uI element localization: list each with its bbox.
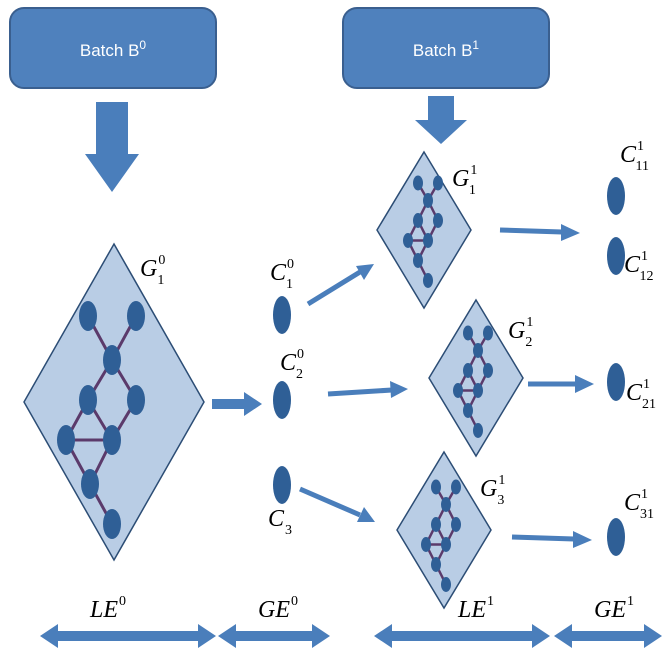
label-c31-1: C1 31 [624,487,654,522]
cluster-node-c2-0 [273,381,291,419]
graph-structure-g3-1 [421,479,461,592]
svg-text:Batch B0: Batch B0 [80,38,147,60]
label-c2-0: C0 2 [280,347,304,382]
graph-diamond-g1-0 [23,242,205,562]
graph-structure-g1-1 [403,175,443,288]
batch-0-label: Batch B [80,41,140,60]
graph-diamond-g2-1 [428,298,524,458]
cluster-node-c1-0 [273,296,291,334]
graph-structure-g1-0 [57,301,145,539]
graph-structure-g2-1 [453,325,493,438]
arrow-c1-to-g1-1 [306,269,362,307]
span-arrow-ge-1 [554,624,662,648]
label-c21-1: C1 21 [626,377,656,412]
down-arrow-batch-0 [85,102,139,192]
label-le-1: LE1 [457,594,494,623]
batch-box-1: Batch B1 [342,7,550,89]
graph-diamond-g3-1 [396,450,492,610]
batch-box-0: Batch B0 [9,7,217,89]
batch-1-label: Batch B [413,41,473,60]
label-c1-0: C0 1 [270,257,294,292]
label-le-0: LE0 [89,594,126,623]
arrow-g1-1-to-c11 [499,227,563,235]
label-c11-1: C1 11 [620,139,649,174]
batch-1-sup: 1 [472,38,479,52]
svg-text:Batch B1: Batch B1 [413,38,480,60]
label-g3-1: G1 3 [480,473,505,508]
arrow-c3-to-g3-1 [299,486,361,518]
label-c3: C3 [268,506,292,538]
label-g2-1: G1 2 [508,315,533,350]
label-ge-1: GE1 [594,594,634,623]
span-arrow-ge-0 [218,624,330,648]
cluster-node-c11-1 [607,177,625,215]
label-c12-1: C1 12 [624,249,654,284]
arrow-c2-to-g2-1 [327,387,393,397]
cluster-node-c3 [273,466,291,504]
label-g1-0: G0 1 [140,253,165,288]
span-arrow-le-0 [40,624,216,648]
cluster-node-c21-1 [607,363,625,401]
cluster-node-c12-1 [607,237,625,275]
span-arrow-le-1 [374,624,550,648]
arrow-g1-0-to-c2 [212,392,262,416]
arrow-g3-1-to-c31 [511,534,575,542]
cluster-node-c31-1 [607,518,625,556]
down-arrow-batch-1 [415,96,467,144]
label-g1-1: G1 1 [452,163,477,198]
batch-0-sup: 0 [139,38,146,52]
label-ge-0: GE0 [258,594,298,623]
